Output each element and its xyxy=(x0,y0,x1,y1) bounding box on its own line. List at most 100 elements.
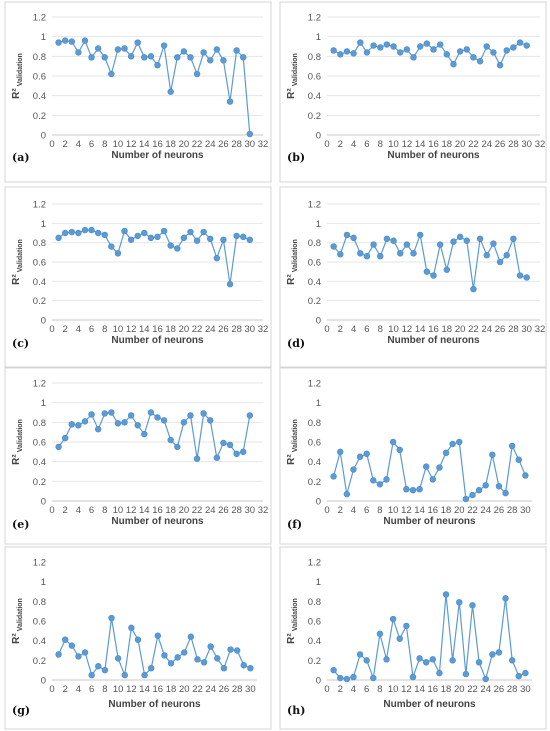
x-tick-label: 20 xyxy=(179,139,190,150)
data-point xyxy=(240,448,247,456)
data-point xyxy=(68,38,75,45)
data-point xyxy=(510,44,517,51)
data-point xyxy=(476,235,484,243)
data-point xyxy=(403,622,410,630)
x-tick-label: 12 xyxy=(126,684,137,695)
x-tick-label: 26 xyxy=(218,139,229,150)
x-tick-label: 10 xyxy=(388,684,399,695)
data-point xyxy=(55,651,62,658)
y-axis-title: R² Validation xyxy=(286,598,299,644)
y-tick-label: 1 xyxy=(316,577,321,588)
y-tick-label: 0.6 xyxy=(33,258,46,269)
data-point xyxy=(127,412,135,419)
y-tick-label: 0.4 xyxy=(33,636,46,647)
x-tick-label: 6 xyxy=(89,139,94,150)
y-tick-label: 0 xyxy=(41,316,46,327)
x-tick-label: 14 xyxy=(139,324,150,335)
data-point xyxy=(101,666,109,674)
data-point xyxy=(167,88,174,95)
panel-frame xyxy=(279,367,547,545)
data-point xyxy=(443,51,451,58)
y-tick-label: 1.2 xyxy=(33,379,46,390)
x-tick-label: 28 xyxy=(507,684,518,695)
data-point xyxy=(75,422,82,429)
x-axis-title: Number of neurons xyxy=(108,699,201,710)
x-tick-label: 16 xyxy=(153,684,164,695)
data-point xyxy=(88,411,95,418)
y-axis-title-subscript: Validation xyxy=(17,239,24,272)
x-tick-label: 20 xyxy=(454,684,465,695)
data-point xyxy=(495,649,503,656)
data-point xyxy=(187,54,194,61)
x-tick-label: 28 xyxy=(508,324,519,335)
x-tick-label: 14 xyxy=(415,139,426,150)
data-point xyxy=(423,268,431,275)
x-tick-label: 20 xyxy=(454,505,465,516)
data-point xyxy=(436,241,444,248)
x-tick-label: 28 xyxy=(508,139,519,150)
data-point xyxy=(462,670,470,678)
data-point xyxy=(220,57,227,64)
data-point xyxy=(495,483,503,490)
x-tick-label: 18 xyxy=(166,684,177,695)
y-axis-title-main: R² xyxy=(286,274,297,285)
data-point xyxy=(193,455,201,462)
data-point xyxy=(522,669,529,677)
data-point xyxy=(220,236,227,243)
data-point xyxy=(141,229,148,237)
x-tick-label: 8 xyxy=(102,505,107,516)
y-tick-label: 0.6 xyxy=(33,617,46,628)
data-point xyxy=(396,635,403,642)
y-tick-label: 0.8 xyxy=(33,418,46,429)
x-tick-label: 12 xyxy=(401,684,412,695)
y-tick-label: 1 xyxy=(41,32,46,43)
x-tick-label: 0 xyxy=(324,684,329,695)
x-tick-label: 14 xyxy=(139,139,150,150)
data-point xyxy=(383,476,390,483)
data-point xyxy=(496,258,504,266)
x-tick-label: 6 xyxy=(364,684,369,695)
data-point xyxy=(330,243,337,250)
x-tick-label: 12 xyxy=(402,139,413,150)
data-point xyxy=(88,54,95,61)
x-tick-label: 4 xyxy=(76,684,81,695)
x-tick-label: 32 xyxy=(258,324,269,335)
x-tick-label: 28 xyxy=(231,324,242,335)
y-tick-label: 0.6 xyxy=(308,438,321,449)
x-tick-label: 8 xyxy=(378,324,383,335)
x-tick-label: 14 xyxy=(414,505,425,516)
y-axis-title: R² Validation xyxy=(286,239,299,285)
x-tick-label: 26 xyxy=(218,505,229,516)
data-point xyxy=(233,647,241,654)
data-point xyxy=(75,653,82,660)
data-point xyxy=(174,245,181,252)
data-point xyxy=(330,666,337,674)
x-tick-label: 14 xyxy=(139,505,150,516)
data-point xyxy=(356,651,364,658)
data-point xyxy=(389,438,397,446)
y-axis-title: R² Validation xyxy=(11,239,24,285)
data-point xyxy=(147,234,155,242)
data-point xyxy=(350,234,357,242)
data-point xyxy=(508,442,516,450)
x-tick-label: 12 xyxy=(402,324,413,335)
x-tick-label: 22 xyxy=(192,324,203,335)
data-point xyxy=(108,409,115,416)
data-point xyxy=(482,482,489,489)
data-point xyxy=(55,39,62,46)
y-axis-title-subscript: Validation xyxy=(17,598,24,631)
data-point xyxy=(154,233,161,241)
data-point xyxy=(456,599,463,606)
data-point xyxy=(502,595,509,602)
data-point xyxy=(200,659,208,666)
data-point xyxy=(403,46,411,53)
x-axis-title: Number of neurons xyxy=(111,150,204,161)
y-tick-label: 0.4 xyxy=(308,636,321,647)
data-point xyxy=(246,130,254,138)
data-point xyxy=(370,241,377,248)
data-point xyxy=(476,58,484,65)
panel-label: (a) xyxy=(12,151,30,164)
data-point xyxy=(141,671,148,679)
data-point xyxy=(422,659,430,666)
